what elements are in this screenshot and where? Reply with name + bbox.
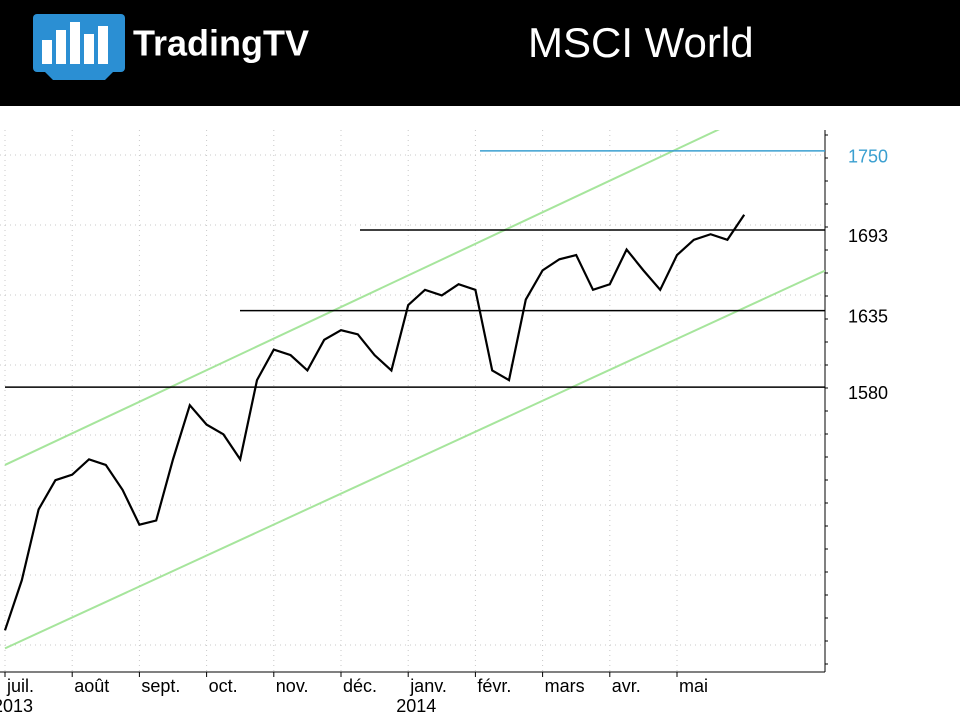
x-tick-label: déc. (343, 676, 377, 696)
x-tick-label: févr. (477, 676, 511, 696)
x-tick-label: oct. (209, 676, 238, 696)
price-line (3, 214, 746, 631)
header-bar (0, 0, 960, 106)
x-tick-label: mars (545, 676, 585, 696)
trend-line (4, 130, 720, 466)
x-tick-label: août (74, 676, 109, 696)
level-label: 1750 (848, 147, 888, 167)
level-label: 1580 (848, 383, 888, 403)
level-label: 1693 (848, 226, 888, 246)
x-tick-label: juil. (6, 676, 34, 696)
x-tick-label: sept. (141, 676, 180, 696)
plot-area (0, 130, 825, 672)
chart-title: MSCI World (528, 19, 754, 66)
brand: TradingTV (133, 23, 309, 64)
x-tick-label: mai (679, 676, 708, 696)
x-tick-label: janv. (409, 676, 447, 696)
logo-icon (33, 14, 125, 80)
x-tick-label: nov. (276, 676, 309, 696)
x-tick-label: avr. (612, 676, 641, 696)
year-label: 2013 (0, 696, 33, 716)
year-label: 2014 (396, 696, 436, 716)
level-label: 1635 (848, 306, 888, 326)
trend-line (4, 269, 825, 650)
